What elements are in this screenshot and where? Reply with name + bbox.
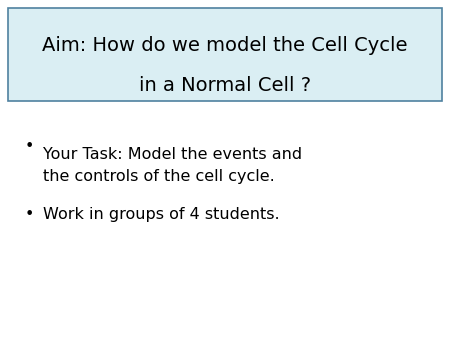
Text: in a Normal Cell ?: in a Normal Cell ? xyxy=(139,76,311,95)
FancyBboxPatch shape xyxy=(8,8,442,101)
Text: Aim: How do we model the Cell Cycle: Aim: How do we model the Cell Cycle xyxy=(42,36,408,55)
Text: •: • xyxy=(25,207,34,222)
Text: Your Task: Model the events and
the controls of the cell cycle.: Your Task: Model the events and the cont… xyxy=(43,147,302,184)
Text: Work in groups of 4 students.: Work in groups of 4 students. xyxy=(43,207,279,222)
Text: •: • xyxy=(25,139,34,153)
